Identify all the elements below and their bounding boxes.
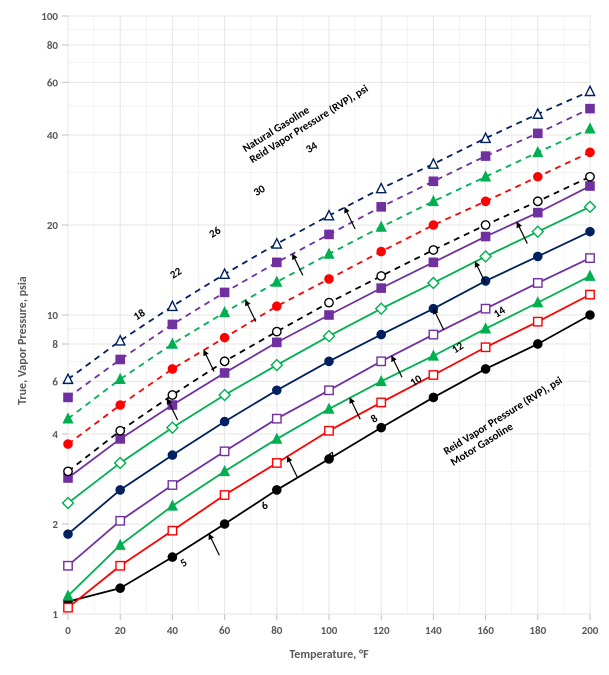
svg-text:40: 40: [167, 624, 179, 637]
chart-canvas: 0 20 40 60 80 100 120 140 160 180 200 1 2 4 6 8 10 20 40 60…: [0, 0, 609, 675]
svg-text:120: 120: [373, 624, 390, 637]
svg-text:180: 180: [529, 624, 546, 637]
svg-text:40: 40: [47, 129, 59, 142]
svg-text:20: 20: [115, 624, 127, 637]
svg-text:80: 80: [271, 624, 283, 637]
svg-text:100: 100: [321, 624, 338, 637]
svg-text:160: 160: [477, 624, 494, 637]
svg-text:4: 4: [52, 428, 58, 441]
svg-text:60: 60: [47, 76, 59, 89]
svg-text:140: 140: [425, 624, 442, 637]
x-axis-title: Temperature, °F: [68, 648, 590, 662]
svg-text:20: 20: [47, 219, 59, 232]
svg-text:100: 100: [41, 10, 58, 23]
y-axis-title: True, Vapor Pressure, psia: [16, 276, 30, 405]
svg-text:1: 1: [52, 608, 58, 621]
svg-text:60: 60: [219, 624, 231, 637]
svg-text:2: 2: [52, 518, 58, 531]
svg-text:80: 80: [47, 39, 59, 52]
svg-text:8: 8: [52, 338, 58, 351]
svg-text:200: 200: [582, 624, 599, 637]
svg-text:10: 10: [47, 309, 59, 322]
vapor-pressure-chart: 0 20 40 60 80 100 120 140 160 180 200 1 2 4 6 8 10 20 40 60…: [0, 0, 609, 675]
svg-text:6: 6: [52, 375, 58, 388]
svg-text:0: 0: [65, 624, 71, 637]
